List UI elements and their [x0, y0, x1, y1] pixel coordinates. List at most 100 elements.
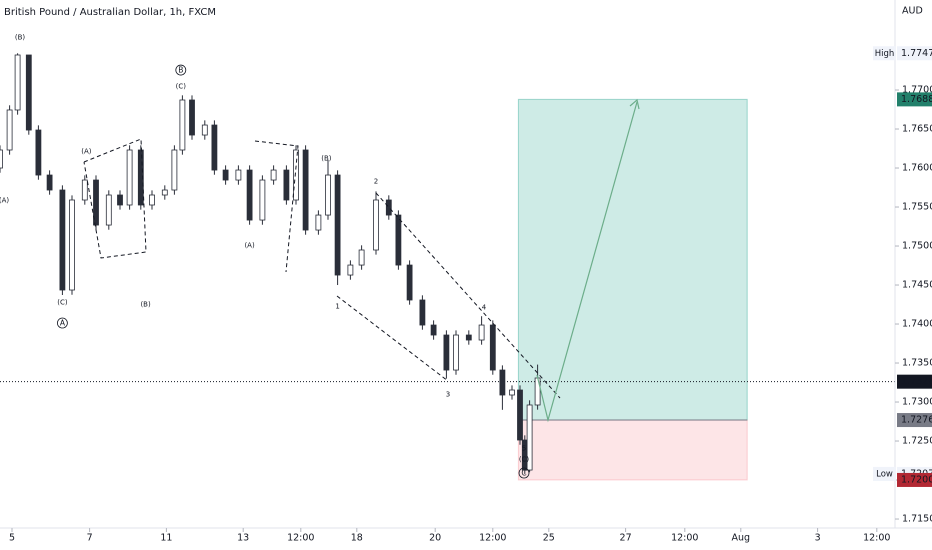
- target-zone: [517, 98, 748, 421]
- wave-label: (B): [15, 33, 26, 41]
- candle-body: [509, 389, 515, 396]
- x-tick-label: 11: [160, 533, 172, 544]
- annotations: (B) (A) (C) A B (C) (A) (B) (A) (B) 2 1 3 4 5 (C) C: [0, 33, 530, 479]
- position-zone: [0, 98, 895, 481]
- candle-body: [117, 194, 123, 206]
- wave-circle: [175, 64, 187, 76]
- price-badge: [897, 374, 932, 389]
- wave-label: 3: [446, 390, 450, 398]
- price-tag: [873, 46, 896, 61]
- candle-body: [211, 124, 218, 171]
- candle-body: [334, 174, 341, 276]
- y-tick-label: 1.74000: [902, 319, 932, 330]
- y-tick-label: 1.75000: [902, 241, 932, 252]
- candle-body: [105, 194, 112, 226]
- candle-body: [465, 334, 472, 341]
- x-tick-label: 7: [87, 533, 93, 544]
- candle-body: [499, 369, 506, 396]
- candle-body: [259, 179, 266, 221]
- price-tag-label: High: [875, 49, 895, 59]
- wave-circle: [57, 317, 68, 329]
- price-badge-label: 1.72769: [901, 415, 932, 426]
- currency: AUD: [902, 6, 923, 17]
- y-tick-label: 1.76500: [902, 124, 932, 135]
- candle-body: [81, 179, 88, 201]
- candle-body: [453, 334, 459, 371]
- wave-label: A: [60, 319, 66, 328]
- candle-body: [489, 324, 496, 371]
- wave-label: 5: [522, 445, 526, 453]
- candle-body: [395, 214, 402, 266]
- y-tick-label: 1.73500: [902, 358, 932, 369]
- y-tick-label: 1.74500: [902, 280, 932, 291]
- candle-body: [189, 99, 195, 136]
- x-tick-label: 18: [351, 533, 363, 544]
- candle-body: [517, 389, 523, 441]
- candle-body: [59, 189, 66, 291]
- candle-body: [46, 174, 53, 191]
- candle-body: [534, 377, 541, 406]
- wave-label: C: [521, 469, 526, 478]
- candle-body: [137, 149, 144, 206]
- candle-body: [443, 334, 450, 371]
- candle-body: [25, 54, 32, 131]
- candle-body: [6, 109, 13, 151]
- price-badge: [897, 46, 932, 61]
- wave-label: 1: [335, 303, 339, 311]
- x-tick-label: 13: [237, 533, 249, 544]
- candle-body: [293, 149, 299, 201]
- wave-label: 4: [482, 304, 487, 312]
- candles: [0, 53, 541, 474]
- candle-body: [171, 149, 178, 191]
- candle-body: [315, 214, 322, 231]
- x-tick-label: Aug: [732, 533, 751, 544]
- projection: [536, 98, 640, 423]
- candle-body: [430, 324, 437, 336]
- candle-body: [419, 299, 426, 326]
- price-axis: [895, 0, 932, 550]
- price-badge: [897, 92, 932, 107]
- candle-body: [161, 189, 168, 196]
- x-tick-label: 27: [620, 533, 632, 544]
- projection-path: [536, 101, 638, 423]
- candle-body: [406, 264, 413, 301]
- axes: 1.715001.720001.725001.730001.735001.740…: [9, 46, 932, 544]
- wave-label: (C): [176, 83, 187, 91]
- wave-label: (C): [57, 299, 68, 307]
- candle-body: [283, 169, 290, 201]
- wave-label: (A): [0, 196, 9, 204]
- x-tick-label: 12:00: [287, 533, 314, 544]
- y-tick-label: 1.73000: [902, 397, 932, 408]
- price-badge: [897, 413, 932, 428]
- candle-body: [246, 169, 253, 221]
- candle-body: [14, 54, 21, 111]
- price-badge: [897, 472, 932, 487]
- candle-body: [35, 129, 42, 176]
- price-badge-label: 1.77471: [901, 48, 932, 59]
- candle-body: [478, 324, 485, 341]
- wave-circle: [518, 467, 530, 479]
- candle-body: [270, 169, 277, 181]
- channel: [336, 295, 449, 382]
- x-tick-label: 25: [543, 533, 555, 544]
- candle-body: [347, 264, 354, 276]
- candle-body: [373, 199, 379, 251]
- chart-title: British Pound / Australian Dollar, 1h, F…: [4, 7, 216, 18]
- candle-body: [126, 149, 133, 206]
- wave-label: 2: [374, 178, 378, 186]
- arrow-head: [629, 98, 640, 110]
- price-badge-label: 1.72001: [901, 474, 932, 485]
- candle-body: [222, 169, 229, 181]
- candle-body: [358, 249, 365, 266]
- candle-body: [69, 199, 75, 291]
- candle-body: [526, 404, 533, 471]
- trend-lines: [83, 138, 561, 399]
- y-tick-label: 1.71500: [902, 514, 932, 525]
- candle-body: [0, 149, 3, 169]
- price-tag: [873, 466, 896, 481]
- wave-label: B: [178, 66, 183, 75]
- candle-body: [385, 199, 392, 216]
- price-tag-label: Low: [876, 469, 893, 479]
